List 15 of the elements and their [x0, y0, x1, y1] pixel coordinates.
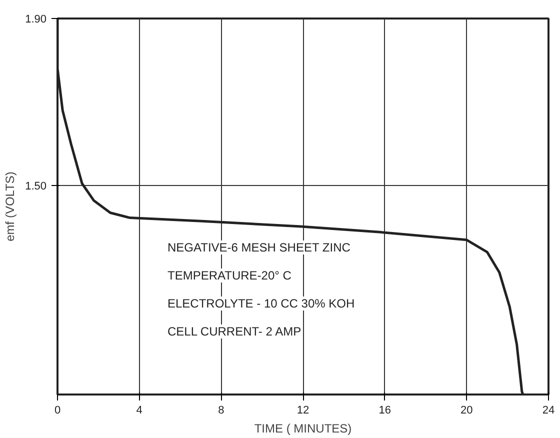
y-axis-title: emf (VOLTS): [3, 172, 18, 242]
x-tick-label: 8: [218, 404, 224, 416]
annotation: NEGATIVE-6 MESH SHEET ZINC: [168, 240, 351, 254]
x-tick-label: 24: [542, 404, 555, 416]
annotation: TEMPERATURE-20° C: [168, 268, 292, 282]
x-tick-label: 0: [54, 404, 61, 416]
y-tick-label: 1.90: [25, 14, 47, 26]
x-tick-label: 12: [296, 404, 310, 416]
annotation: ELECTROLYTE - 10 CC 30% KOH: [168, 296, 355, 310]
x-tick-label: 20: [460, 404, 473, 416]
y-tick-label: 1.50: [25, 180, 47, 193]
x-axis-title: TIME ( MINUTES): [254, 422, 352, 436]
x-tick-label: 4: [136, 404, 142, 416]
x-tick-label: 16: [378, 404, 391, 416]
annotation: CELL CURRENT- 2 AMP: [168, 324, 302, 338]
